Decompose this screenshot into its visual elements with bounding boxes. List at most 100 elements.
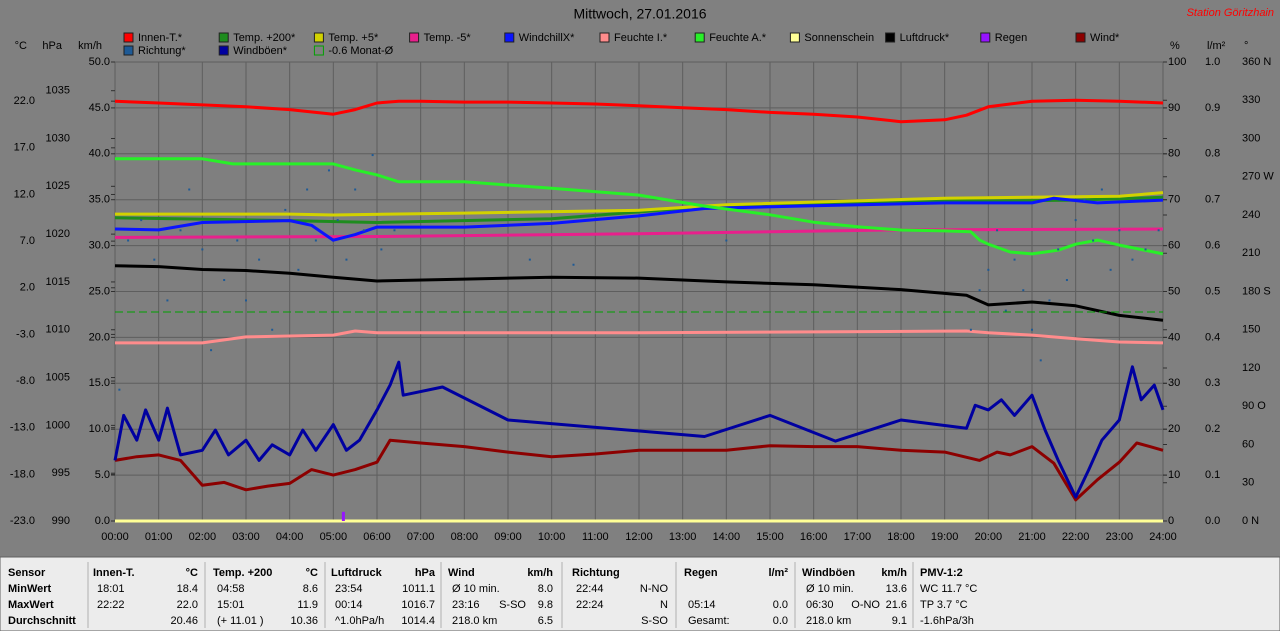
y-tick-label: 1005 bbox=[46, 371, 70, 383]
legend-swatch bbox=[504, 32, 515, 43]
y-tick-label: 0.1 bbox=[1205, 469, 1220, 481]
legend-label: Sonnenschein bbox=[804, 32, 874, 44]
y-tick-label: 10.0 bbox=[89, 423, 110, 435]
panel-cell: 23:16 bbox=[452, 599, 480, 611]
direction-point bbox=[978, 289, 981, 292]
y-tick-label: 15.0 bbox=[89, 377, 110, 389]
axis-unit-label: ° bbox=[1244, 40, 1248, 52]
direction-point bbox=[1039, 359, 1042, 362]
panel-cell: Ø 10 min. bbox=[806, 583, 854, 595]
axis-unit-label: % bbox=[1170, 40, 1180, 52]
direction-point bbox=[345, 258, 348, 261]
direction-point bbox=[725, 239, 728, 242]
x-tick-label: 08:00 bbox=[451, 531, 479, 543]
y-tick-label: -13.0 bbox=[10, 422, 35, 434]
panel-header: PMV-1:2 bbox=[920, 567, 963, 579]
y-tick-label: 20.0 bbox=[89, 331, 110, 343]
y-tick-label: 330 bbox=[1242, 94, 1260, 106]
direction-point bbox=[1013, 258, 1016, 261]
panel-cell: 1016.7 bbox=[401, 599, 435, 611]
x-tick-label: 14:00 bbox=[713, 531, 741, 543]
panel-cell: 04:58 bbox=[217, 583, 245, 595]
x-tick-label: 15:00 bbox=[756, 531, 784, 543]
direction-point bbox=[210, 349, 213, 352]
panel-cell: 11.9 bbox=[297, 599, 318, 611]
panel-cell: Durchschnitt bbox=[8, 615, 76, 627]
x-tick-label: 05:00 bbox=[320, 531, 348, 543]
y-tick-label: -23.0 bbox=[10, 515, 35, 527]
panel-cell: 0.0 bbox=[773, 599, 788, 611]
axis-unit-label: km/h bbox=[78, 40, 102, 52]
legend-label: Regen bbox=[995, 32, 1027, 44]
y-tick-label: 0.4 bbox=[1205, 331, 1220, 343]
direction-point bbox=[140, 219, 143, 222]
x-tick-label: 03:00 bbox=[232, 531, 260, 543]
x-tick-label: 16:00 bbox=[800, 531, 828, 543]
panel-header: Sensor bbox=[8, 567, 46, 579]
panel-header: °C bbox=[306, 567, 318, 579]
panel-cell: 0.0 bbox=[773, 615, 788, 627]
y-tick-label: 270 W bbox=[1242, 171, 1274, 183]
y-tick-label: 80 bbox=[1168, 148, 1180, 160]
legend-swatch bbox=[694, 32, 705, 43]
x-tick-label: 17:00 bbox=[844, 531, 872, 543]
direction-point bbox=[127, 239, 130, 242]
y-tick-label: 12.0 bbox=[14, 188, 35, 200]
panel-cell: 23:54 bbox=[335, 583, 363, 595]
legend-label: Temp. -5* bbox=[424, 32, 472, 44]
direction-point bbox=[336, 219, 339, 222]
y-tick-label: 30.0 bbox=[89, 240, 110, 252]
y-tick-label: 0.0 bbox=[1205, 515, 1220, 527]
y-tick-label: 995 bbox=[52, 467, 70, 479]
legend-swatch bbox=[599, 32, 610, 43]
y-tick-label: 1025 bbox=[46, 180, 70, 192]
direction-point bbox=[201, 248, 204, 251]
legend-label: Windböen* bbox=[233, 45, 288, 57]
panel-cell: 1014.4 bbox=[401, 615, 435, 627]
direction-point bbox=[380, 248, 383, 251]
direction-point bbox=[271, 328, 274, 331]
panel-cell: 8.0 bbox=[538, 583, 553, 595]
direction-point bbox=[188, 188, 191, 191]
direction-point bbox=[1031, 328, 1033, 331]
panel-cell: 18.4 bbox=[177, 583, 198, 595]
y-tick-label: 0.2 bbox=[1205, 423, 1220, 435]
panel-cell: 1011.1 bbox=[402, 583, 435, 595]
panel-cell: 22.0 bbox=[177, 599, 198, 611]
legend-label: Wind* bbox=[1090, 32, 1120, 44]
panel-cell: 13.6 bbox=[886, 583, 907, 595]
y-tick-label: 1000 bbox=[46, 419, 70, 431]
y-tick-label: 1030 bbox=[46, 132, 70, 144]
panel-cell: S-SO bbox=[641, 615, 668, 627]
x-tick-label: 12:00 bbox=[625, 531, 653, 543]
panel-header: Wind bbox=[448, 567, 475, 579]
panel-cell: 21.6 bbox=[886, 599, 907, 611]
y-tick-label: 45.0 bbox=[89, 102, 110, 114]
direction-point bbox=[166, 299, 169, 302]
legend-label: Richtung* bbox=[138, 45, 186, 57]
x-tick-label: 13:00 bbox=[669, 531, 697, 543]
direction-point bbox=[153, 258, 156, 261]
panel-header: l/m² bbox=[768, 567, 788, 579]
panel-header: Regen bbox=[684, 567, 718, 579]
direction-point bbox=[1109, 268, 1112, 271]
direction-point bbox=[1118, 229, 1121, 232]
x-tick-label: 18:00 bbox=[887, 531, 915, 543]
y-tick-label: 0.9 bbox=[1205, 102, 1220, 114]
direction-point bbox=[1065, 279, 1068, 282]
y-tick-label: 0 bbox=[1168, 515, 1174, 527]
panel-header: Temp. +200 bbox=[213, 567, 272, 579]
y-tick-label: 120 bbox=[1242, 362, 1260, 374]
y-tick-label: 240 bbox=[1242, 209, 1260, 221]
panel-cell: MaxWert bbox=[8, 599, 54, 611]
y-tick-label: 100 bbox=[1168, 56, 1186, 68]
y-tick-label: 60 bbox=[1242, 438, 1254, 450]
y-tick-label: 90 O bbox=[1242, 400, 1266, 412]
y-tick-label: -8.0 bbox=[16, 375, 35, 387]
direction-point bbox=[1157, 229, 1160, 232]
y-tick-label: 0.0 bbox=[95, 515, 110, 527]
direction-point bbox=[327, 169, 330, 172]
x-tick-label: 23:00 bbox=[1106, 531, 1134, 543]
panel-cell: O-NO bbox=[851, 599, 880, 611]
panel-header: km/h bbox=[527, 567, 553, 579]
